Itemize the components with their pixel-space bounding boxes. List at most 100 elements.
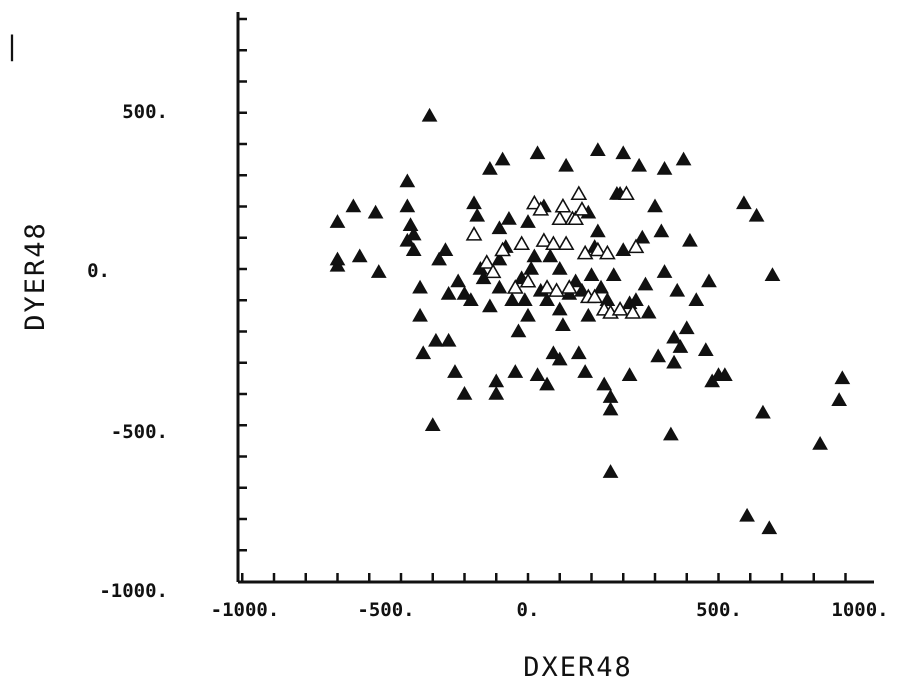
data-point — [678, 320, 695, 335]
data-point — [628, 292, 644, 306]
data-point — [529, 145, 546, 160]
x-tick-label: 1000. — [831, 599, 888, 621]
data-point — [624, 304, 642, 319]
data-point — [558, 157, 574, 172]
data-point — [405, 226, 422, 241]
data-point — [491, 279, 508, 294]
data-point — [748, 207, 765, 222]
axis-ticks — [238, 17, 847, 582]
data-point — [484, 263, 502, 279]
data-point — [516, 292, 533, 306]
data-point — [367, 204, 384, 219]
data-point — [520, 214, 536, 228]
data-point — [640, 304, 657, 319]
data-point — [634, 229, 651, 244]
data-point — [611, 301, 629, 316]
data-point — [675, 151, 692, 166]
data-point — [421, 107, 438, 122]
data-point — [551, 210, 569, 226]
data-point — [574, 282, 590, 297]
data-point — [653, 223, 670, 238]
data-point — [520, 307, 536, 322]
x-tick-label: 500. — [696, 599, 742, 621]
data-point — [599, 292, 616, 306]
y-tick-labels: 500. 0. -500. -1000. — [87, 101, 168, 602]
data-point — [510, 323, 527, 338]
data-point — [519, 272, 537, 288]
data-point — [701, 273, 717, 288]
x-tick-label: -1000. — [211, 599, 280, 621]
data-point — [602, 389, 619, 403]
data-point — [764, 267, 781, 281]
data-point — [440, 332, 457, 347]
data-point — [525, 194, 543, 210]
data-point — [431, 251, 447, 266]
data-point — [370, 264, 387, 278]
data-point — [596, 376, 613, 391]
data-point — [529, 367, 546, 381]
data-point — [716, 367, 733, 381]
data-point — [755, 404, 771, 419]
data-point — [494, 151, 511, 166]
data-point — [650, 348, 667, 363]
data-point — [831, 392, 848, 406]
data-point — [761, 520, 778, 535]
data-point — [415, 345, 432, 360]
data-point — [570, 345, 587, 360]
data-point — [488, 385, 505, 400]
data-point — [351, 248, 368, 263]
data-point — [602, 401, 619, 416]
data-point — [488, 373, 505, 388]
y-tick-label: 0. — [87, 260, 110, 282]
data-point — [682, 232, 698, 247]
data-point — [478, 254, 496, 269]
data-point — [494, 241, 511, 257]
data-point — [570, 185, 588, 201]
x-axis-title: DXER48 — [523, 652, 633, 683]
data-point — [834, 370, 851, 385]
data-point — [538, 279, 556, 294]
data-point — [812, 435, 828, 450]
data-point — [647, 198, 663, 213]
data-point — [456, 385, 473, 400]
data-point — [586, 288, 604, 304]
stray-mark: | — [4, 31, 22, 62]
data-point — [412, 307, 428, 322]
data-point — [551, 260, 568, 275]
data-point — [545, 345, 562, 360]
data-point — [405, 242, 422, 256]
data-point — [688, 292, 705, 306]
data-point — [615, 242, 632, 256]
data-point — [465, 226, 483, 241]
data-point — [542, 248, 559, 263]
data-point — [555, 317, 571, 331]
data-point — [501, 210, 517, 225]
data-point — [504, 292, 520, 306]
data-point — [329, 251, 346, 266]
data-point — [507, 364, 524, 378]
data-point — [627, 238, 645, 254]
data-point — [491, 251, 508, 266]
data-point — [621, 367, 638, 381]
data-point — [399, 173, 416, 188]
data-point — [399, 198, 416, 213]
data-point — [567, 210, 585, 226]
data-point — [589, 223, 606, 238]
data-point — [440, 285, 457, 300]
data-point — [329, 214, 346, 228]
x-tick-labels: -1000. -500. 0. 500. 1000. — [211, 599, 889, 621]
data-point — [573, 201, 591, 216]
data-point — [412, 279, 428, 294]
data-point — [523, 260, 540, 275]
data-point — [557, 235, 575, 251]
data-point — [631, 157, 647, 172]
data-point — [491, 220, 508, 235]
data-point — [513, 235, 531, 251]
y-tick-label: 500. — [122, 101, 168, 123]
data-point — [736, 195, 752, 210]
data-point — [447, 364, 463, 378]
data-point — [482, 160, 498, 175]
data-point — [615, 145, 632, 160]
data-point — [697, 342, 714, 356]
